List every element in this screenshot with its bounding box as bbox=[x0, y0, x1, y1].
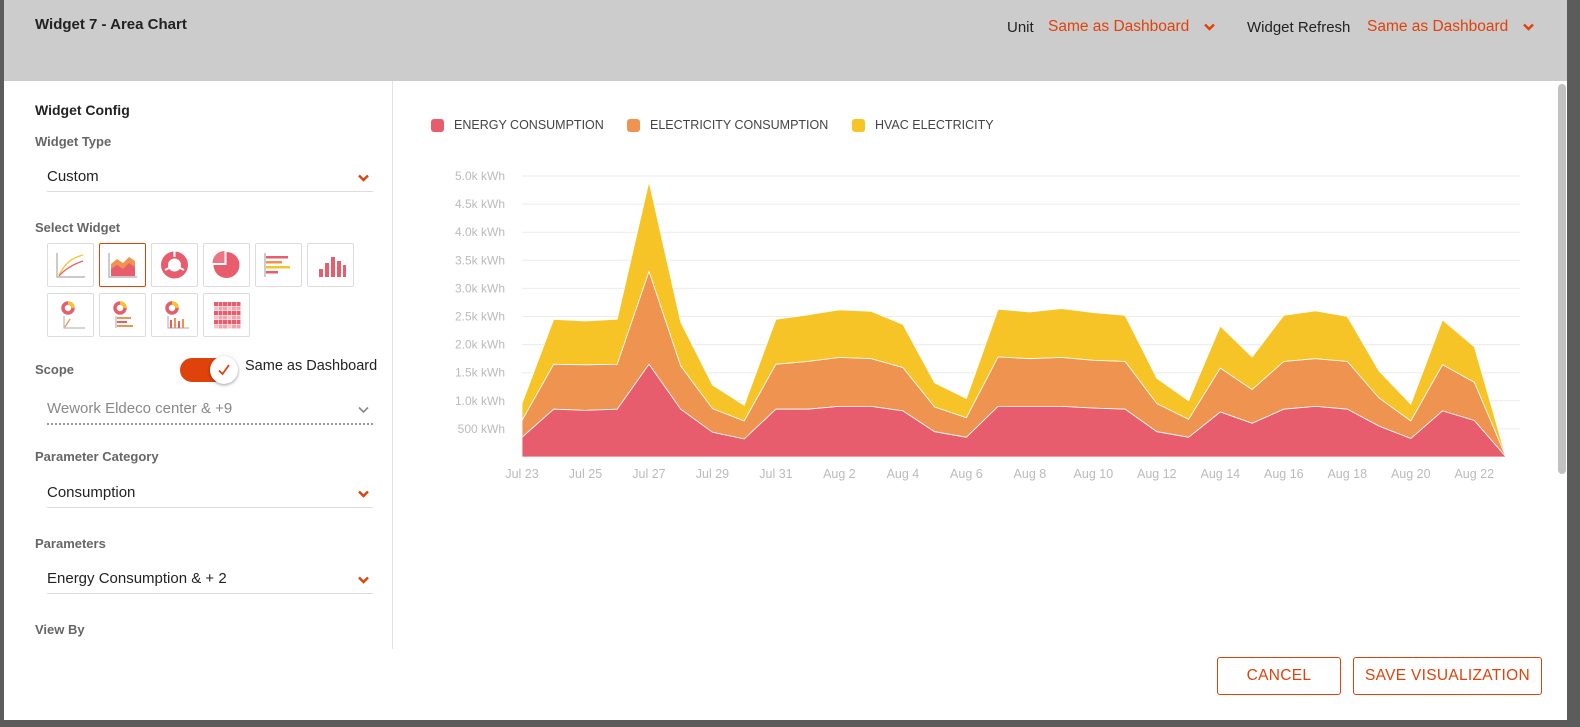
x-tick-label: Jul 27 bbox=[632, 467, 665, 481]
y-tick-label: 500 kWh bbox=[458, 422, 505, 436]
heatmap-icon[interactable] bbox=[203, 293, 250, 337]
widget-refresh-label: Widget Refresh bbox=[1247, 19, 1351, 36]
donut-chart-icon[interactable] bbox=[151, 243, 198, 287]
legend-label: HVAC ELECTRICITY bbox=[875, 118, 994, 132]
area-chart-icon[interactable] bbox=[99, 243, 146, 287]
y-tick-label: 2.0k kWh bbox=[455, 338, 505, 352]
column-chart-icon[interactable] bbox=[307, 243, 354, 287]
legend-label: ELECTRICITY CONSUMPTION bbox=[650, 118, 829, 132]
chevron-down-icon bbox=[1522, 23, 1534, 31]
chevron-down-icon bbox=[1203, 23, 1215, 31]
chart-preview: ENERGY CONSUMPTION ELECTRICITY CONSUMPTI… bbox=[394, 81, 1534, 641]
pie-chart-icon[interactable] bbox=[203, 243, 250, 287]
legend-swatch bbox=[431, 119, 444, 132]
y-tick-label: 4.0k kWh bbox=[455, 225, 505, 239]
scope-value: Wework Eldeco center & +9 bbox=[47, 400, 233, 417]
parameters-select[interactable]: Energy Consumption & + 2 bbox=[47, 565, 373, 594]
x-tick-label: Jul 25 bbox=[569, 467, 602, 481]
widget-type-label: Widget Type bbox=[35, 134, 112, 149]
horizontal-bar-chart-icon[interactable] bbox=[255, 243, 302, 287]
modal-title: Widget 7 - Area Chart bbox=[35, 16, 187, 33]
parameter-category-label: Parameter Category bbox=[35, 449, 159, 464]
unit-select-value: Same as Dashboard bbox=[1048, 18, 1190, 35]
parameter-category-select[interactable]: Consumption bbox=[47, 479, 373, 508]
parameter-category-value: Consumption bbox=[47, 484, 136, 501]
y-tick-label: 2.5k kWh bbox=[455, 310, 505, 324]
x-tick-label: Aug 6 bbox=[950, 467, 983, 481]
x-tick-label: Aug 10 bbox=[1074, 467, 1114, 481]
x-tick-label: Jul 31 bbox=[759, 467, 792, 481]
scope-toggle-label: Same as Dashboard bbox=[245, 358, 378, 374]
legend-swatch bbox=[852, 119, 865, 132]
y-tick-label: 3.5k kWh bbox=[455, 253, 505, 267]
x-tick-label: Jul 29 bbox=[696, 467, 729, 481]
parameters-label: Parameters bbox=[35, 536, 106, 551]
select-widget-label: Select Widget bbox=[35, 220, 121, 235]
chevron-down-icon bbox=[358, 406, 369, 414]
unit-select[interactable]: Same as Dashboard bbox=[1048, 18, 1215, 36]
x-tick-label: Jul 23 bbox=[505, 467, 538, 481]
chevron-down-icon bbox=[358, 490, 369, 498]
line-chart-icon[interactable] bbox=[47, 243, 94, 287]
y-tick-label: 3.0k kWh bbox=[455, 281, 505, 295]
widget-config-modal: Widget 7 - Area Chart Unit Same as Dashb… bbox=[4, 0, 1567, 720]
x-tick-label: Aug 8 bbox=[1014, 467, 1047, 481]
toggle-knob bbox=[210, 356, 238, 384]
x-tick-label: Aug 20 bbox=[1391, 467, 1431, 481]
save-visualization-button[interactable]: SAVE VISUALIZATION bbox=[1353, 657, 1542, 695]
legend-label: ENERGY CONSUMPTION bbox=[454, 118, 604, 132]
x-tick-label: Aug 2 bbox=[823, 467, 856, 481]
widget-refresh-select[interactable]: Same as Dashboard bbox=[1367, 18, 1534, 36]
unit-label: Unit bbox=[1007, 19, 1034, 36]
x-tick-label: Aug 12 bbox=[1137, 467, 1177, 481]
donut-column-icon[interactable] bbox=[151, 293, 198, 337]
widget-type-value: Custom bbox=[47, 168, 99, 185]
scope-toggle[interactable] bbox=[180, 356, 238, 384]
widget-type-select[interactable]: Custom bbox=[47, 163, 373, 192]
x-tick-label: Aug 16 bbox=[1264, 467, 1304, 481]
legend-swatch bbox=[627, 119, 640, 132]
scope-label: Scope bbox=[35, 362, 75, 377]
chevron-down-icon bbox=[358, 174, 369, 182]
area-series-0[interactable] bbox=[521, 363, 1507, 458]
y-tick-label: 1.5k kWh bbox=[455, 366, 505, 380]
x-tick-label: Aug 14 bbox=[1201, 467, 1241, 481]
widget-config-panel: Widget Config Widget Type Custom Select … bbox=[4, 81, 393, 649]
modal-header: Widget 7 - Area Chart Unit Same as Dashb… bbox=[4, 0, 1567, 81]
scope-select[interactable]: Wework Eldeco center & +9 bbox=[47, 395, 373, 425]
y-tick-label: 4.5k kWh bbox=[455, 197, 505, 211]
widget-refresh-value: Same as Dashboard bbox=[1367, 18, 1509, 35]
donut-line-icon[interactable] bbox=[47, 293, 94, 337]
scrollbar[interactable] bbox=[1558, 84, 1566, 474]
cancel-button[interactable]: CANCEL bbox=[1217, 657, 1341, 695]
check-icon bbox=[218, 364, 230, 376]
x-tick-label: Aug 22 bbox=[1454, 467, 1494, 481]
x-tick-label: Aug 18 bbox=[1327, 467, 1367, 481]
view-by-label: View By bbox=[35, 622, 85, 637]
donut-bar-icon[interactable] bbox=[99, 293, 146, 337]
y-tick-label: 1.0k kWh bbox=[455, 394, 505, 408]
x-tick-label: Aug 4 bbox=[887, 467, 920, 481]
y-tick-label: 5.0k kWh bbox=[455, 171, 505, 183]
chevron-down-icon bbox=[358, 576, 369, 584]
area-chart: 500 kWh 1.0k kWh 1.5k kWh 2.0k kWh 2.5k kWh 3… bbox=[455, 171, 1520, 481]
widget-config-title: Widget Config bbox=[35, 102, 130, 118]
parameters-value: Energy Consumption & + 2 bbox=[47, 570, 227, 587]
